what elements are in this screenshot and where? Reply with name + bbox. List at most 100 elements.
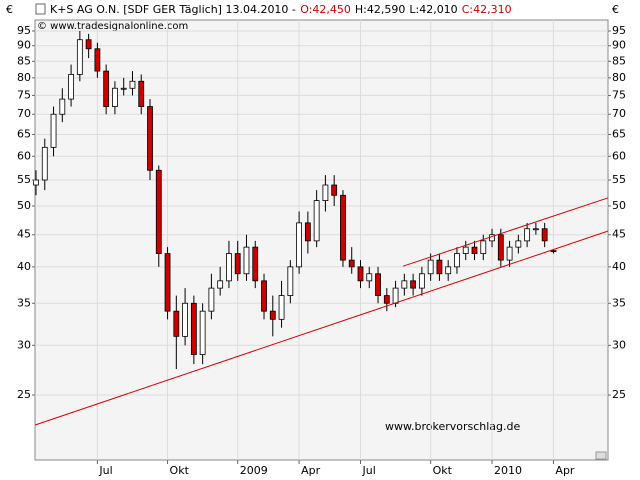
candle-body [550,250,557,253]
candle-body [497,234,504,261]
candle-body [129,80,136,89]
y-tick-label: 90 [17,39,31,52]
y-tick-label: 70 [612,107,626,120]
candle-body [506,246,513,261]
candle-body [383,295,390,304]
header-icon [35,3,46,15]
candle-body [199,310,206,355]
candle-body [261,280,267,312]
candle-body [217,280,224,289]
candle-body [541,228,548,242]
trend-line [402,197,608,267]
y-tick-label: 30 [17,338,31,351]
candle-body [436,259,443,275]
y-tick-label: 75 [612,88,626,101]
y-tick-label: 45 [17,228,31,241]
y-tick-label: 75 [17,88,31,101]
y-tick-label: 95 [612,24,626,37]
y-tick-label: 55 [612,173,626,186]
y-tick-label: 50 [17,199,31,212]
x-tick-label: Apr [555,464,575,477]
x-tick-label: Okt [433,464,453,477]
watermark: www.brokervorschlag.de [385,420,521,433]
scroll-button[interactable] [595,451,607,460]
trend-line [34,230,608,426]
candle-body [41,146,48,181]
candle-body [296,222,303,268]
candle-body [445,266,452,275]
candle-body [427,259,434,275]
candle-body [33,179,39,186]
candle-body [120,87,127,90]
candle-body [313,200,320,242]
copyright: © www.tradesignalonline.com [37,21,188,32]
candle-body [340,194,346,261]
candle-body [76,39,83,75]
candle-body [392,287,399,304]
candle-body [304,222,311,242]
chart-title: K+S AG O.N. [SDF GER Täglich] 13.04.2010… [50,3,512,16]
y-tick-label: 45 [612,228,626,241]
candle-body [401,280,408,289]
x-tick-label: 2010 [494,464,522,477]
candle-body [418,273,425,289]
y-tick-label: 95 [17,24,31,37]
candle-body [94,48,101,72]
candle-body [226,253,232,282]
y-tick-label: 60 [612,149,626,162]
candle-body [532,228,539,231]
candle-body [524,228,531,242]
candle-body [50,113,57,148]
candle-body [322,184,329,202]
candle-body [471,246,478,254]
candle-body [410,280,417,289]
y-tick-label: 50 [612,199,626,212]
y-tick-label: 80 [17,71,31,84]
candle-body [85,39,92,50]
candle-body [190,302,197,355]
ohlc-label: H:42,590 [355,3,405,16]
candle-body [59,98,66,115]
y-tick-label: 90 [612,39,626,52]
y-tick-label: 25 [17,388,31,401]
candle-body [112,87,118,107]
candle-body [138,80,145,107]
candle-body [515,240,522,248]
candle-body [462,246,469,254]
y-tick-label: 85 [17,54,31,67]
candle-body [234,253,241,275]
y-tick-label: 25 [612,388,626,401]
candle-body [366,273,373,282]
plot-layer [33,20,608,460]
title-text: K+S AG O.N. [SDF GER Täglich] 13.04.2010… [50,3,296,16]
y-tick-label: 30 [612,338,626,351]
candle-body [173,310,180,337]
candle-body [375,273,381,296]
y-tick-label: 55 [17,173,31,186]
candle-body [287,266,294,296]
ohlc-label: C:42,310 [462,3,512,16]
ohlc-label: L:42,010 [409,3,457,16]
plot-area [34,19,609,461]
candle-body [331,184,338,196]
y-tick-label: 65 [612,127,626,140]
currency-left: € [6,3,13,16]
y-tick-label: 40 [17,260,31,273]
candle-body [155,169,162,254]
x-tick-label: Jul [361,464,375,477]
y-tick-label: 80 [612,71,626,84]
candle-body [454,253,460,268]
y-tick-label: 60 [17,149,31,162]
candle-body [103,70,110,107]
y-tick-label: 40 [612,260,626,273]
y-tick-label: 35 [612,296,626,309]
candle-body [68,74,74,100]
candle-body [243,246,250,275]
candle-body [147,106,153,171]
candle-body [164,253,171,312]
candle-body [269,310,276,320]
y-tick-label: 85 [612,54,626,67]
ohlc-label: O:42,450 [300,3,351,16]
y-tick-label: 65 [17,127,31,140]
candle-body [480,240,487,254]
